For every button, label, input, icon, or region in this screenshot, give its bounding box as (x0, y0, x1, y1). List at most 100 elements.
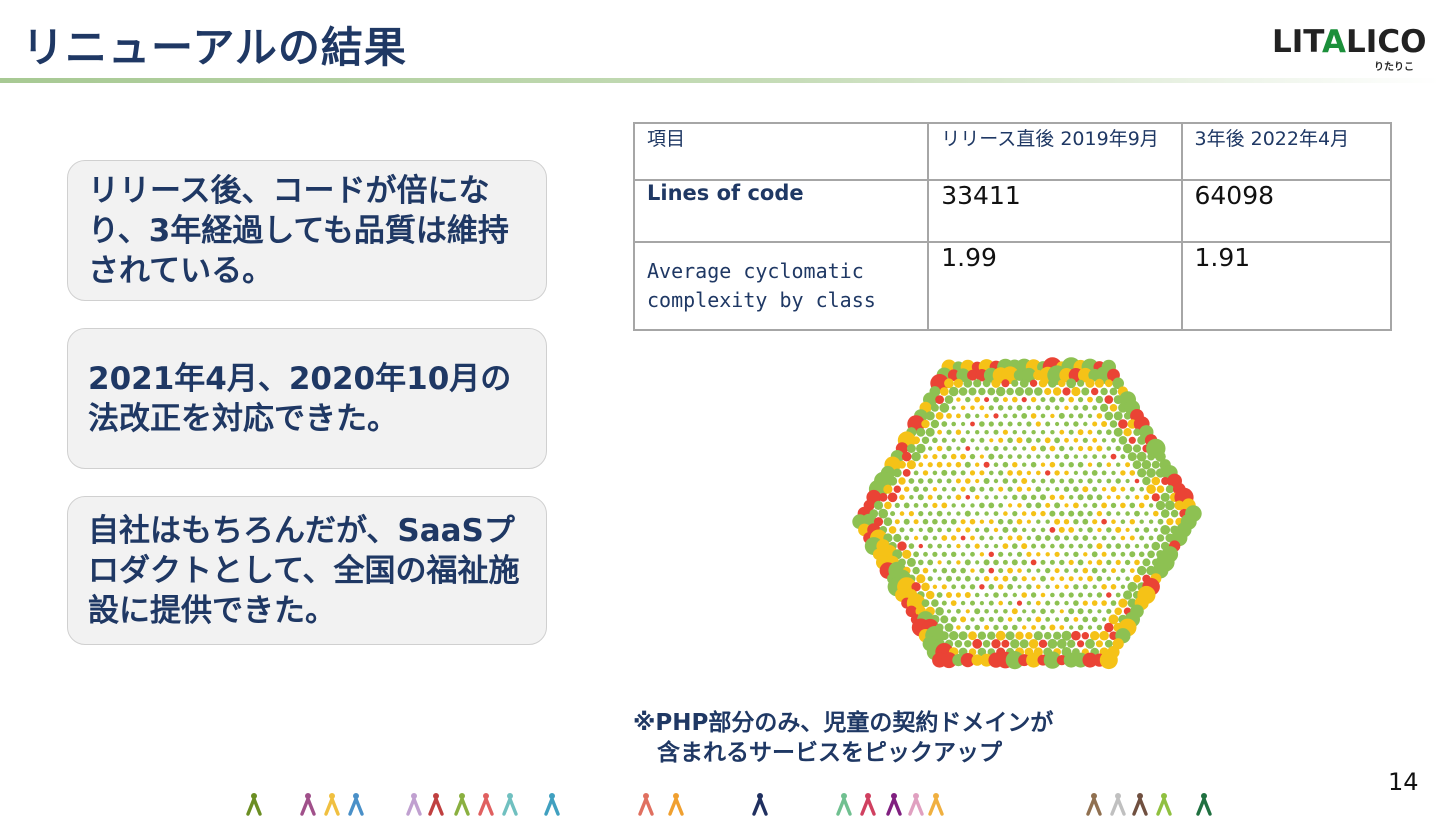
class-bubble (1012, 494, 1018, 500)
class-bubble (960, 584, 966, 590)
class-bubble (1143, 543, 1149, 549)
class-bubble (940, 615, 949, 624)
class-bubble (974, 543, 980, 549)
person-figure-icon (886, 793, 902, 816)
class-bubble (1040, 559, 1046, 565)
class-bubble (1092, 519, 1098, 525)
class-bubble (1021, 367, 1037, 383)
logo-main-text: LITALICO (1272, 24, 1427, 60)
class-bubble (983, 527, 990, 533)
class-bubble (913, 551, 919, 558)
class-bubble (1064, 552, 1069, 557)
class-bubble (960, 486, 966, 492)
class-bubble (1120, 584, 1126, 589)
class-bubble (964, 640, 972, 648)
class-bubble (1068, 478, 1074, 484)
class-bubble (1040, 624, 1046, 631)
class-bubble (1096, 624, 1103, 631)
class-bubble (1031, 430, 1036, 435)
class-bubble (1038, 639, 1048, 648)
class-bubble (946, 413, 952, 419)
class-bubble (1087, 462, 1093, 467)
class-bubble (1091, 470, 1098, 476)
class-bubble (1148, 535, 1154, 541)
class-bubble (1092, 437, 1098, 443)
class-bubble (984, 430, 989, 435)
class-bubble (1078, 592, 1084, 598)
class-bubble (993, 511, 999, 516)
class-bubble (969, 470, 976, 476)
header-2019: リリース直後 2019年9月 (927, 122, 1183, 181)
class-bubble (950, 453, 957, 460)
class-bubble (1045, 405, 1051, 411)
class-bubble (1007, 552, 1013, 557)
class-bubble (1069, 446, 1074, 451)
class-bubble (1160, 492, 1170, 502)
class-bubble (1087, 575, 1093, 582)
class-bubble (1050, 413, 1055, 419)
title-divider (0, 78, 1440, 83)
class-bubble (1099, 630, 1109, 641)
class-bubble (1106, 559, 1112, 565)
class-bubble (1005, 631, 1015, 641)
class-bubble (923, 502, 928, 508)
class-bubble (1143, 527, 1150, 533)
class-bubble (1045, 470, 1051, 476)
class-bubble (936, 592, 943, 598)
class-bubble (1082, 486, 1089, 493)
class-bubble (988, 567, 995, 574)
class-bubble (905, 605, 918, 617)
class-bubble (903, 518, 910, 525)
class-bubble (975, 446, 980, 451)
class-bubble (1040, 608, 1046, 615)
class-bubble (965, 396, 971, 403)
class-bubble (1096, 413, 1103, 419)
class-bubble (1091, 567, 1098, 574)
class-bubble (956, 413, 961, 419)
class-bubble (951, 567, 957, 574)
slide-title: リニューアルの結果 (22, 23, 407, 72)
class-bubble (950, 518, 957, 525)
class-bubble (1125, 495, 1130, 500)
class-bubble (950, 470, 957, 476)
class-bubble (1092, 421, 1098, 427)
class-bubble (1129, 519, 1135, 525)
class-bubble (951, 486, 956, 492)
class-bubble (927, 576, 933, 582)
class-bubble (908, 478, 915, 484)
class-bubble (1095, 640, 1103, 648)
class-bubble (1174, 500, 1185, 511)
class-bubble (941, 600, 947, 606)
class-bubble (1022, 527, 1027, 533)
class-bubble (1092, 486, 1098, 492)
class-bubble (1068, 592, 1074, 598)
class-bubble (932, 487, 938, 492)
class-bubble (956, 527, 961, 533)
class-bubble (1022, 625, 1027, 630)
class-bubble (1050, 543, 1055, 549)
class-bubble (1110, 502, 1117, 509)
class-bubble (1045, 519, 1050, 524)
class-bubble (1012, 527, 1018, 533)
class-bubble (1073, 551, 1079, 557)
class-bubble (1101, 600, 1107, 606)
class-bubble (965, 446, 971, 451)
class-bubble (1087, 510, 1093, 517)
class-bubble (1030, 592, 1037, 598)
class-bubble (1073, 568, 1079, 573)
class-bubble (1106, 608, 1112, 614)
class-bubble (1146, 468, 1156, 478)
class-bubble (979, 421, 985, 427)
class-bubble (1115, 543, 1121, 549)
table-header-row: 項目 リリース直後 2019年9月 3年後 2022年4月 (632, 122, 1392, 181)
class-bubble (998, 503, 1004, 508)
class-bubble (1104, 622, 1114, 633)
class-bubble (932, 535, 938, 541)
class-bubble (965, 413, 971, 419)
class-bubble (1156, 534, 1165, 542)
class-bubble (1007, 405, 1013, 411)
class-bubble (1064, 568, 1069, 573)
class-bubble (1165, 500, 1175, 511)
class-bubble (1030, 413, 1037, 419)
class-bubble (1058, 412, 1065, 419)
